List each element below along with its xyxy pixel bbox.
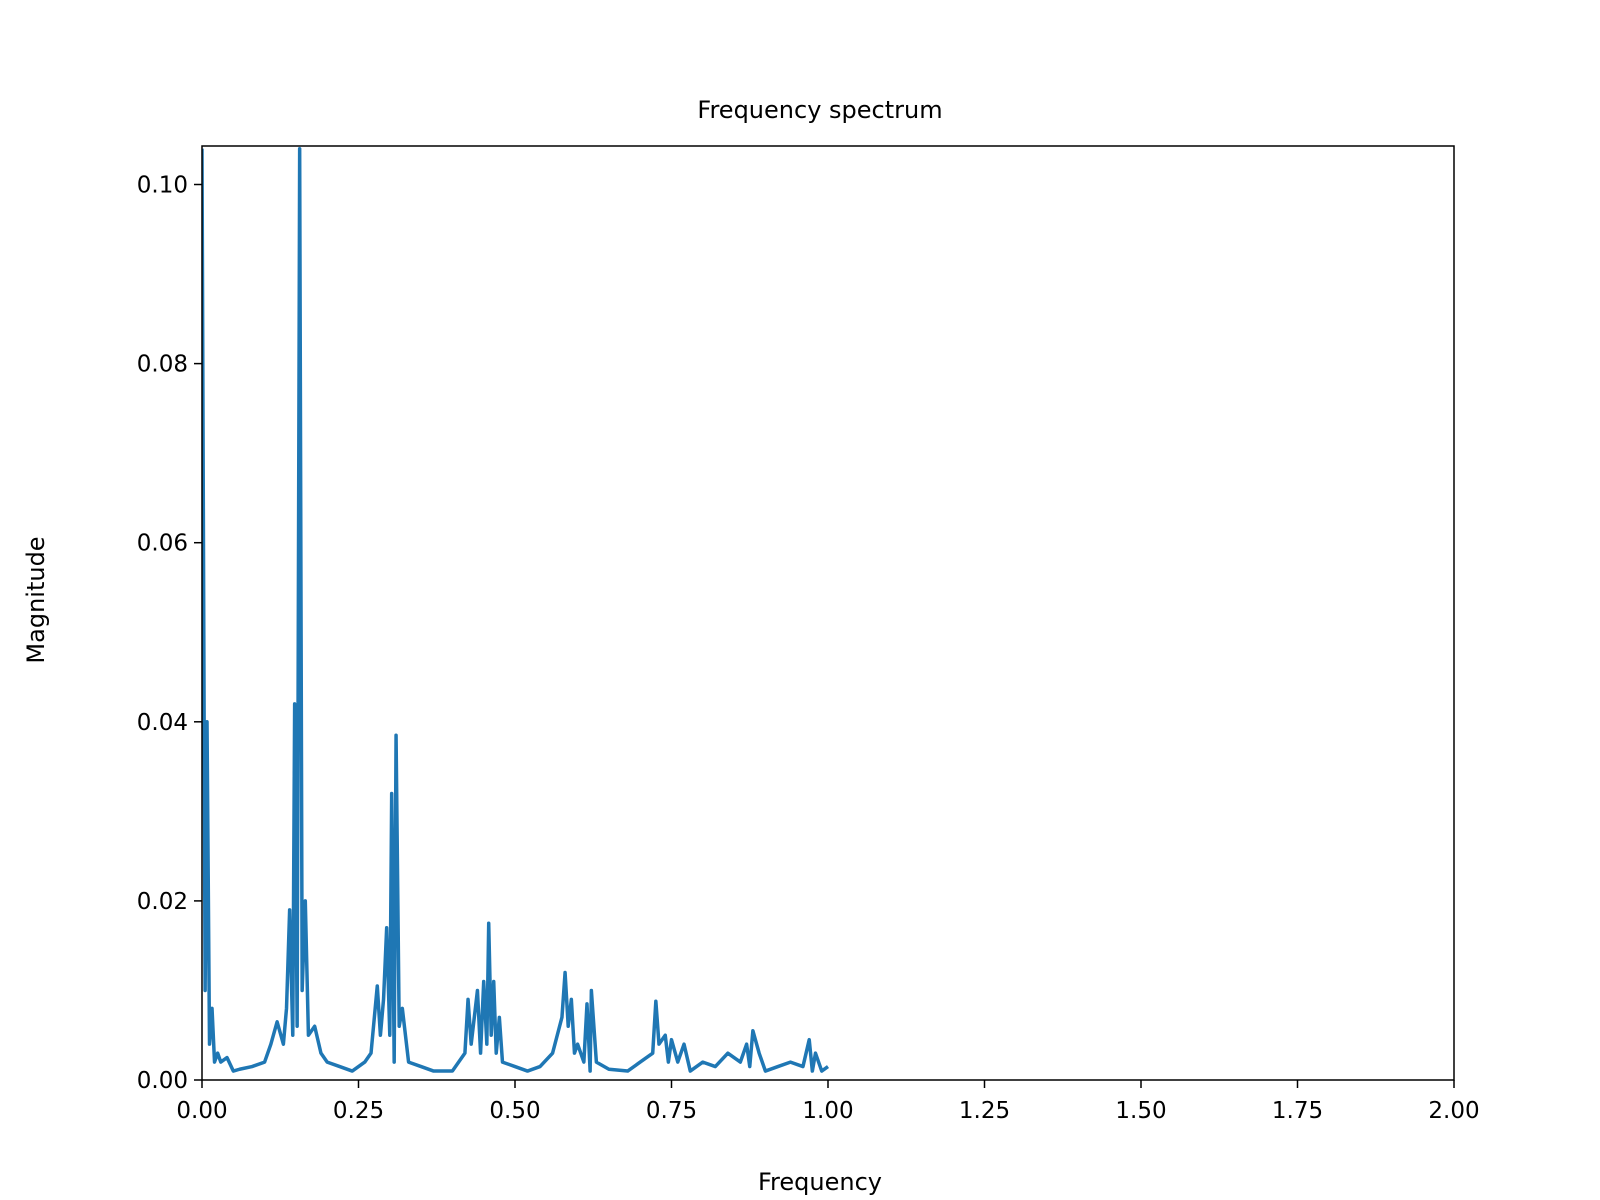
x-tick-label: 1.25 [959, 1098, 1010, 1124]
x-axis-label: Frequency [758, 1168, 882, 1196]
x-tick-label: 0.00 [176, 1098, 227, 1124]
x-tick-label: 1.00 [802, 1098, 853, 1124]
y-tick-label: 0.04 [137, 710, 188, 736]
y-tick-label: 0.08 [137, 352, 188, 378]
chart-title: Frequency spectrum [697, 96, 942, 124]
x-tick-label: 1.75 [1272, 1098, 1323, 1124]
x-tick-label: 0.25 [333, 1098, 384, 1124]
y-axis-label: Magnitude [22, 536, 50, 663]
x-tick-label: 0.75 [646, 1098, 697, 1124]
y-tick-label: 0.06 [137, 531, 188, 557]
plot-frame [201, 145, 1455, 1081]
y-tick-label: 0.02 [137, 889, 188, 915]
spectrum-line [202, 146, 830, 1073]
x-tick-label: 1.50 [1115, 1098, 1166, 1124]
y-tick-label: 0.00 [137, 1068, 188, 1094]
x-tick-label: 2.00 [1428, 1098, 1479, 1124]
y-tick-label: 0.10 [137, 173, 188, 199]
x-tick-label: 0.50 [489, 1098, 540, 1124]
